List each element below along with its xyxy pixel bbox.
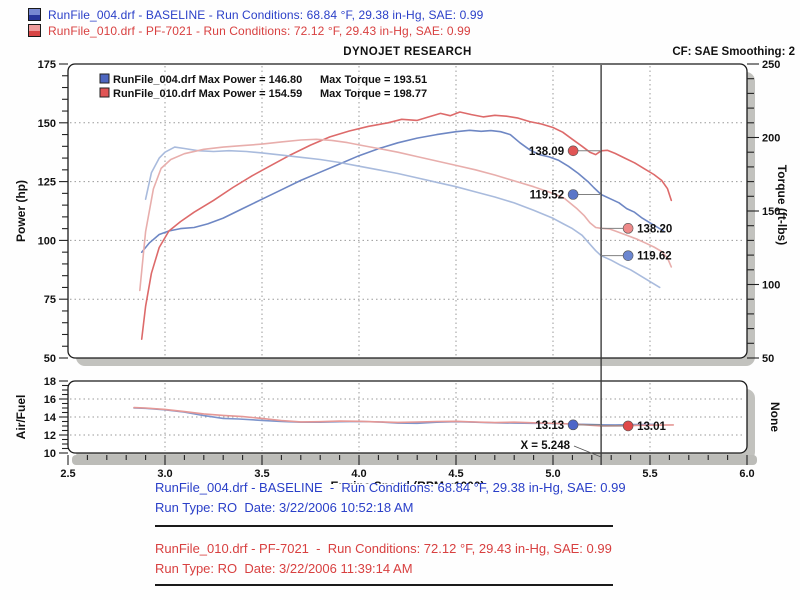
chart-text: 150 (38, 118, 56, 130)
inner-legend-torque: Max Torque = 193.51 (320, 74, 427, 86)
cursor-x-label: X = 5.248 (520, 440, 570, 452)
x-axis-bar (72, 455, 757, 465)
callout-dot (622, 223, 634, 234)
inner-legend-power: RunFile_004.drf Max Power = 146.80 (113, 74, 302, 86)
run1-chip-power-color (29, 14, 40, 20)
callout-dot (567, 189, 579, 200)
footer-divider-2 (155, 584, 613, 586)
chart-text: 100 (38, 235, 56, 247)
run2-chip-power-color (29, 30, 40, 36)
brand-title: DYNOJET RESEARCH (343, 46, 472, 58)
chart-text: 50 (762, 353, 774, 365)
chart-text: 12 (44, 430, 56, 442)
chart-text: 125 (38, 177, 56, 189)
chart-text: 138.20 (637, 223, 672, 235)
chart-text: 13.01 (637, 421, 666, 433)
chart-text: 5.0 (545, 468, 560, 480)
main-chart-plot-area[interactable] (67, 63, 748, 359)
inner-legend-power: RunFile_010.drf Max Power = 154.59 (113, 88, 302, 100)
run2-details-line2: Run Type: RO Date: 3/22/2006 11:39:14 AM (155, 561, 413, 576)
series-runfile_010-power (140, 111, 673, 341)
chart-text: 50 (44, 353, 56, 365)
series-runfile_010-torque (139, 138, 673, 292)
callout-dot (567, 145, 579, 157)
run1-color-chip-icon (28, 8, 41, 21)
run1-legend-text: RunFile_004.drf - BASELINE - Run Conditi… (48, 7, 484, 22)
torque-axis-title: Torque (ft-lbs) (775, 165, 789, 245)
chart-text: 75 (44, 294, 56, 306)
run2-details-line1: RunFile_010.drf - PF-7021 - Run Conditio… (155, 541, 612, 556)
inner-legend-chip (99, 87, 110, 98)
none-axis-title: None (768, 402, 782, 432)
chart-text: 13.13 (535, 420, 564, 432)
chart-text: 138.09 (529, 146, 564, 158)
chart-text: 100 (762, 280, 780, 292)
chart-text: 250 (762, 60, 780, 71)
chart-text: 200 (762, 133, 780, 145)
chart-text: 3.5 (254, 468, 269, 480)
chart-text: 3.0 (157, 468, 172, 480)
chart-text: 4.0 (351, 468, 366, 480)
af-axis-title: Air/Fuel (14, 395, 28, 440)
callout-dot (622, 420, 634, 432)
chart-text: 18 (44, 376, 56, 388)
chart-text: 6.0 (739, 468, 754, 480)
correction-smoothing-label: CF: SAE Smoothing: 2 (672, 46, 795, 58)
inner-legend-chip (99, 73, 110, 84)
chart-text: 119.62 (637, 251, 672, 263)
series-runfile_010-af (133, 406, 675, 427)
chart-text: 119.52 (530, 189, 565, 201)
chart-text: 150 (762, 206, 780, 218)
cursor-x-pointer (573, 445, 602, 458)
footer-divider-1 (155, 525, 613, 527)
run1-details-line2: Run Type: RO Date: 3/22/2006 10:52:18 AM (155, 500, 414, 515)
chart-text: 5.5 (642, 468, 657, 480)
run2-color-chip-icon (28, 24, 41, 37)
callout-dot (622, 250, 634, 261)
legend-row-baseline: RunFile_004.drf - BASELINE - Run Conditi… (28, 7, 483, 22)
chart-text: 175 (38, 60, 56, 71)
chart-text: 4.5 (448, 468, 463, 480)
run1-chip-torque-color (29, 9, 40, 15)
power-axis-title: Power (hp) (14, 180, 28, 242)
series-runfile_004-power (140, 129, 665, 253)
run2-chip-torque-color (29, 25, 40, 31)
inner-legend-torque: Max Torque = 198.77 (320, 88, 427, 100)
chart-text: 2.5 (60, 468, 75, 480)
legend-row-pf7021: RunFile_010.drf - PF-7021 - Run Conditio… (28, 23, 483, 38)
chart-text: 10 (44, 448, 56, 460)
dyno-charts: 50 75 100 125 150 175 50 100 150 200 250 10 12 14 16 18… (14, 60, 789, 484)
chart-text: 16 (44, 394, 56, 406)
run1-details-line1: RunFile_004.drf - BASELINE - Run Conditi… (155, 480, 626, 495)
run2-legend-text: RunFile_010.drf - PF-7021 - Run Conditio… (48, 23, 471, 38)
chart-text: Engine Speed (RPM x1000) (330, 479, 484, 484)
top-legend: RunFile_004.drf - BASELINE - Run Conditi… (28, 7, 483, 39)
callout-dot (567, 419, 579, 431)
chart-text: 14 (44, 412, 57, 424)
